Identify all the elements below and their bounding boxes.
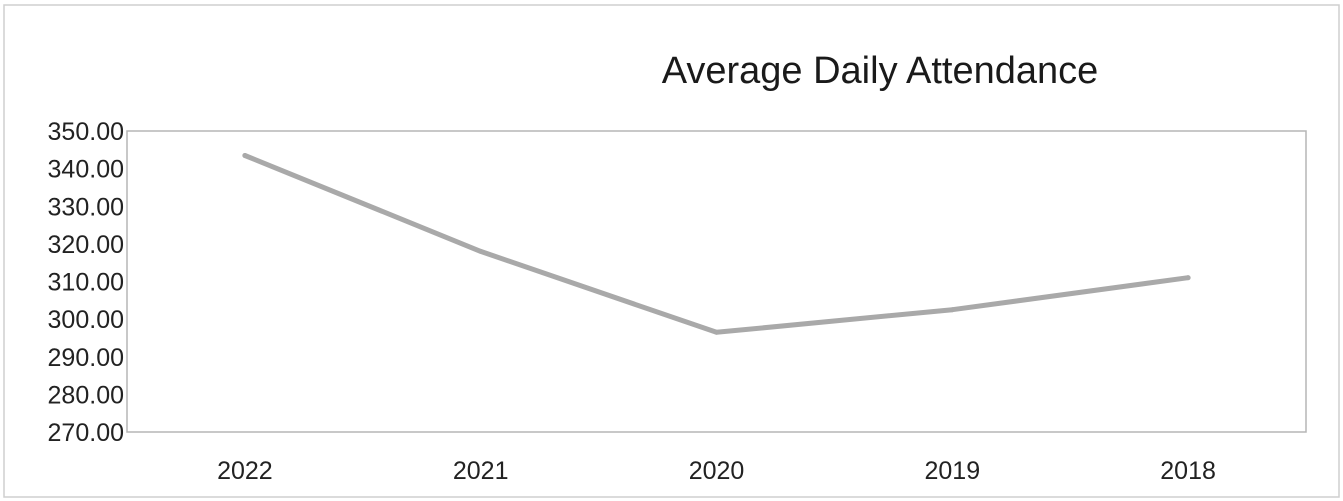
data-point	[242, 152, 248, 158]
y-axis-tick-labels: 270.00 280.00 290.00 300.00 310.00 320.00 330.…	[48, 118, 124, 447]
chart-area-border	[3, 4, 1340, 498]
chart-title: Average Daily Attendance	[662, 50, 1099, 92]
x-tick-label: 2018	[1160, 457, 1216, 485]
data-point	[1185, 275, 1191, 281]
series-layer	[242, 152, 1191, 335]
data-point	[478, 248, 484, 254]
y-tick-label: 350.00	[48, 118, 124, 146]
data-point	[714, 329, 719, 335]
y-tick-label: 320.00	[48, 231, 124, 259]
x-tick-label: 2022	[217, 457, 273, 485]
y-tick-label: 300.00	[48, 306, 124, 334]
y-tick-label: 340.00	[48, 156, 124, 184]
x-tick-label: 2019	[924, 457, 980, 485]
y-tick-label: 330.00	[48, 193, 124, 221]
x-axis-tick-labels: 2022 2021 2020 2019 2018	[217, 457, 1216, 485]
data-point	[949, 307, 955, 313]
y-tick-label: 280.00	[48, 381, 124, 409]
x-tick-label: 2020	[689, 457, 745, 485]
y-tick-label: 270.00	[48, 419, 124, 447]
y-tick-label: 290.00	[48, 344, 124, 372]
plot-area-frame	[126, 130, 1307, 433]
x-tick-label: 2021	[453, 457, 509, 485]
y-tick-label: 310.00	[48, 269, 124, 297]
